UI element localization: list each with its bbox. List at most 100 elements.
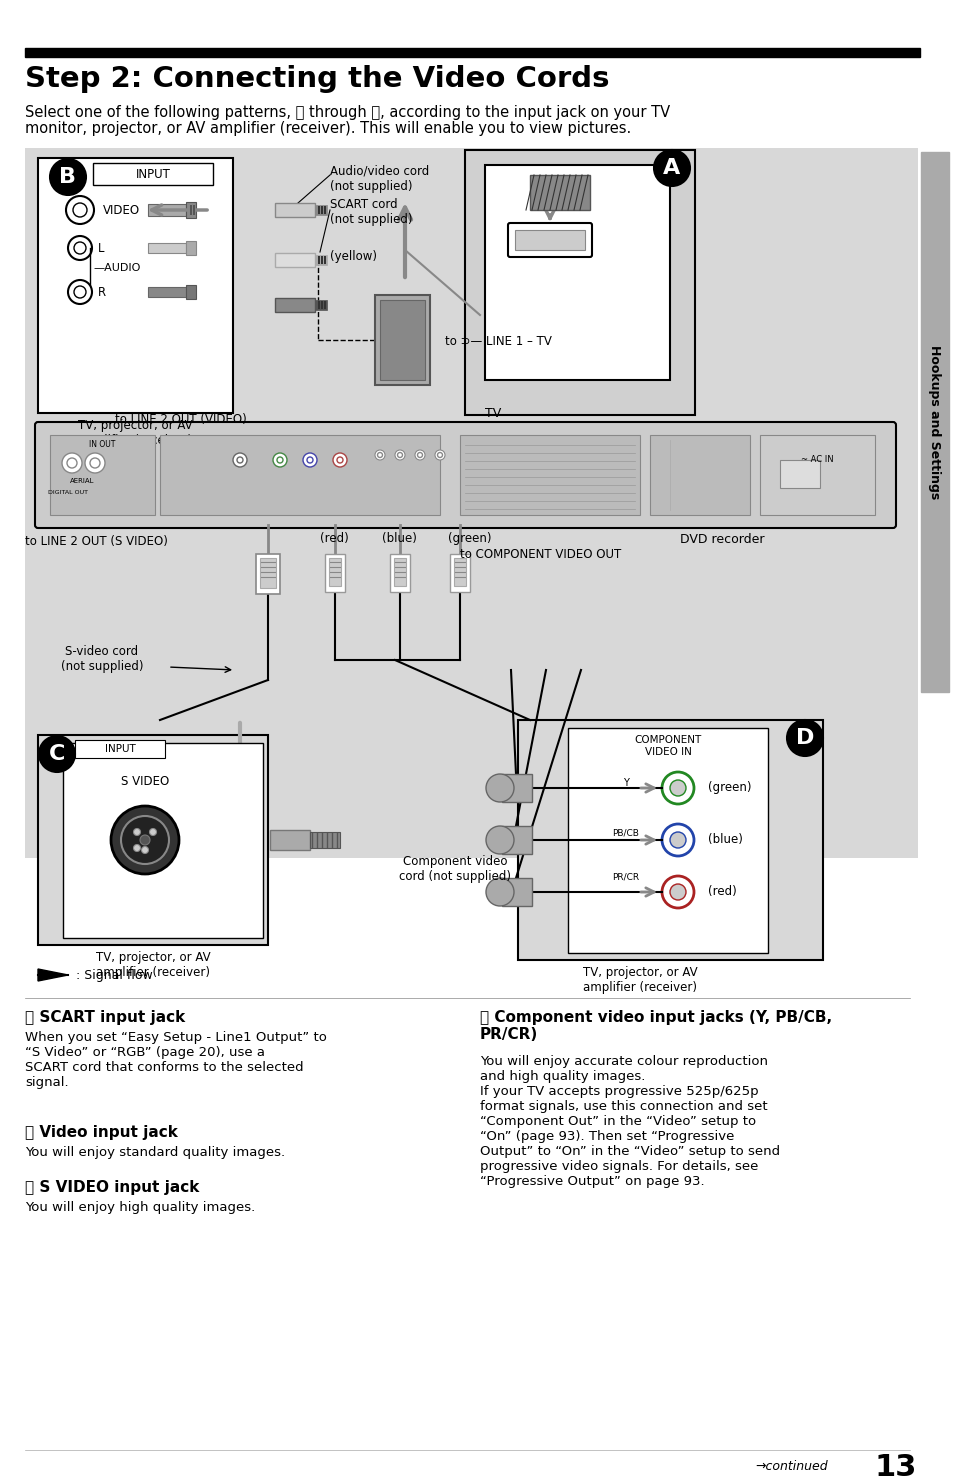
Circle shape — [140, 835, 150, 845]
Circle shape — [654, 150, 689, 185]
Circle shape — [121, 816, 169, 865]
Bar — [75, 740, 165, 758]
Bar — [160, 435, 439, 515]
Bar — [148, 205, 186, 217]
Circle shape — [333, 452, 347, 467]
Bar — [649, 435, 749, 515]
Circle shape — [397, 452, 402, 457]
Circle shape — [233, 452, 247, 467]
Bar — [920, 151, 948, 693]
Circle shape — [395, 449, 405, 460]
Circle shape — [150, 829, 156, 835]
Bar — [501, 774, 532, 802]
Circle shape — [485, 826, 514, 854]
Polygon shape — [38, 968, 68, 980]
Circle shape — [133, 844, 140, 851]
Bar — [320, 206, 323, 214]
Bar — [148, 243, 186, 254]
Text: S-video cord
(not supplied): S-video cord (not supplied) — [61, 645, 143, 673]
Bar — [148, 288, 186, 297]
Text: INPUT: INPUT — [105, 744, 135, 753]
FancyBboxPatch shape — [35, 423, 895, 528]
Circle shape — [485, 774, 514, 802]
Circle shape — [377, 452, 382, 457]
Bar — [314, 205, 327, 215]
Text: IN OUT: IN OUT — [89, 440, 115, 449]
Text: When you set “Easy Setup - Line1 Output” to
“S Video” or “RGB” (page 20), use a
: When you set “Easy Setup - Line1 Output”… — [25, 1031, 327, 1089]
Bar — [320, 257, 323, 264]
Bar — [375, 295, 430, 386]
Circle shape — [85, 452, 105, 473]
Circle shape — [669, 780, 685, 796]
Circle shape — [417, 452, 422, 457]
Text: B: B — [59, 168, 76, 187]
Text: (green): (green) — [707, 782, 751, 795]
Circle shape — [669, 884, 685, 900]
Bar — [190, 205, 192, 215]
Text: You will enjoy standard quality images.: You will enjoy standard quality images. — [25, 1146, 285, 1160]
Text: PB/CB: PB/CB — [612, 828, 639, 836]
Text: TV: TV — [484, 406, 500, 420]
Bar — [324, 301, 326, 308]
Circle shape — [236, 457, 243, 463]
Text: TV, projector, or AV
amplifier (receiver): TV, projector, or AV amplifier (receiver… — [77, 420, 193, 446]
Circle shape — [669, 832, 685, 848]
Bar — [317, 301, 319, 308]
Circle shape — [661, 825, 693, 856]
Circle shape — [90, 458, 100, 469]
Text: (green): (green) — [448, 532, 491, 544]
Text: (yellow): (yellow) — [330, 251, 376, 262]
Text: D: D — [795, 728, 813, 747]
Bar — [454, 558, 465, 586]
Text: Ⓐ SCART input jack: Ⓐ SCART input jack — [25, 1010, 185, 1025]
Text: Y: Y — [622, 779, 628, 787]
Bar — [325, 555, 345, 592]
Circle shape — [786, 721, 822, 756]
Circle shape — [485, 878, 514, 906]
Bar — [38, 736, 268, 945]
Bar — [92, 163, 213, 185]
Text: Ⓒ S VIDEO input jack: Ⓒ S VIDEO input jack — [25, 1180, 199, 1195]
Circle shape — [67, 458, 77, 469]
Bar — [530, 175, 589, 211]
Bar — [317, 206, 319, 214]
Text: ~ AC IN: ~ AC IN — [800, 455, 832, 464]
Text: SCART cord
(not supplied): SCART cord (not supplied) — [330, 199, 412, 225]
Text: PR/CR: PR/CR — [612, 873, 639, 882]
Bar — [324, 257, 326, 264]
Circle shape — [50, 159, 86, 194]
Bar — [320, 301, 323, 308]
Bar — [186, 242, 195, 255]
Text: Step 2: Connecting the Video Cords: Step 2: Connecting the Video Cords — [25, 65, 609, 93]
Bar — [501, 826, 532, 854]
Text: monitor, projector, or AV amplifier (receiver). This will enable you to view pic: monitor, projector, or AV amplifier (rec… — [25, 122, 631, 136]
Bar — [394, 558, 406, 586]
Text: (blue): (blue) — [381, 532, 416, 544]
Bar — [515, 230, 584, 251]
Text: You will enjoy accurate colour reproduction
and high quality images.
If your TV : You will enjoy accurate colour reproduct… — [479, 1054, 780, 1188]
Circle shape — [661, 876, 693, 908]
Text: Ⓑ Video input jack: Ⓑ Video input jack — [25, 1126, 177, 1140]
Circle shape — [141, 847, 149, 854]
Text: Ⓓ Component video input jacks (Y, PB/CB,
PR/CR): Ⓓ Component video input jacks (Y, PB/CB,… — [479, 1010, 831, 1043]
Text: R: R — [98, 286, 106, 298]
Bar — [780, 460, 820, 488]
Text: Audio/video cord
(not supplied): Audio/video cord (not supplied) — [330, 165, 429, 193]
Bar — [314, 255, 327, 265]
Bar — [274, 203, 314, 217]
Text: COMPONENT
VIDEO IN: COMPONENT VIDEO IN — [634, 736, 700, 756]
Bar — [501, 878, 532, 906]
Bar — [274, 254, 314, 267]
Text: →continued: →continued — [754, 1459, 827, 1473]
Text: VIDEO: VIDEO — [103, 203, 140, 217]
Text: TV, projector, or AV
amplifier (receiver): TV, projector, or AV amplifier (receiver… — [582, 965, 697, 994]
Bar — [50, 435, 154, 515]
Circle shape — [74, 242, 86, 254]
Circle shape — [68, 236, 91, 260]
Text: : Signal flow: : Signal flow — [76, 968, 152, 982]
Circle shape — [303, 452, 316, 467]
Circle shape — [68, 280, 91, 304]
Bar — [255, 555, 280, 595]
Text: AERIAL: AERIAL — [70, 478, 94, 483]
Text: Component video
cord (not supplied): Component video cord (not supplied) — [398, 856, 511, 882]
